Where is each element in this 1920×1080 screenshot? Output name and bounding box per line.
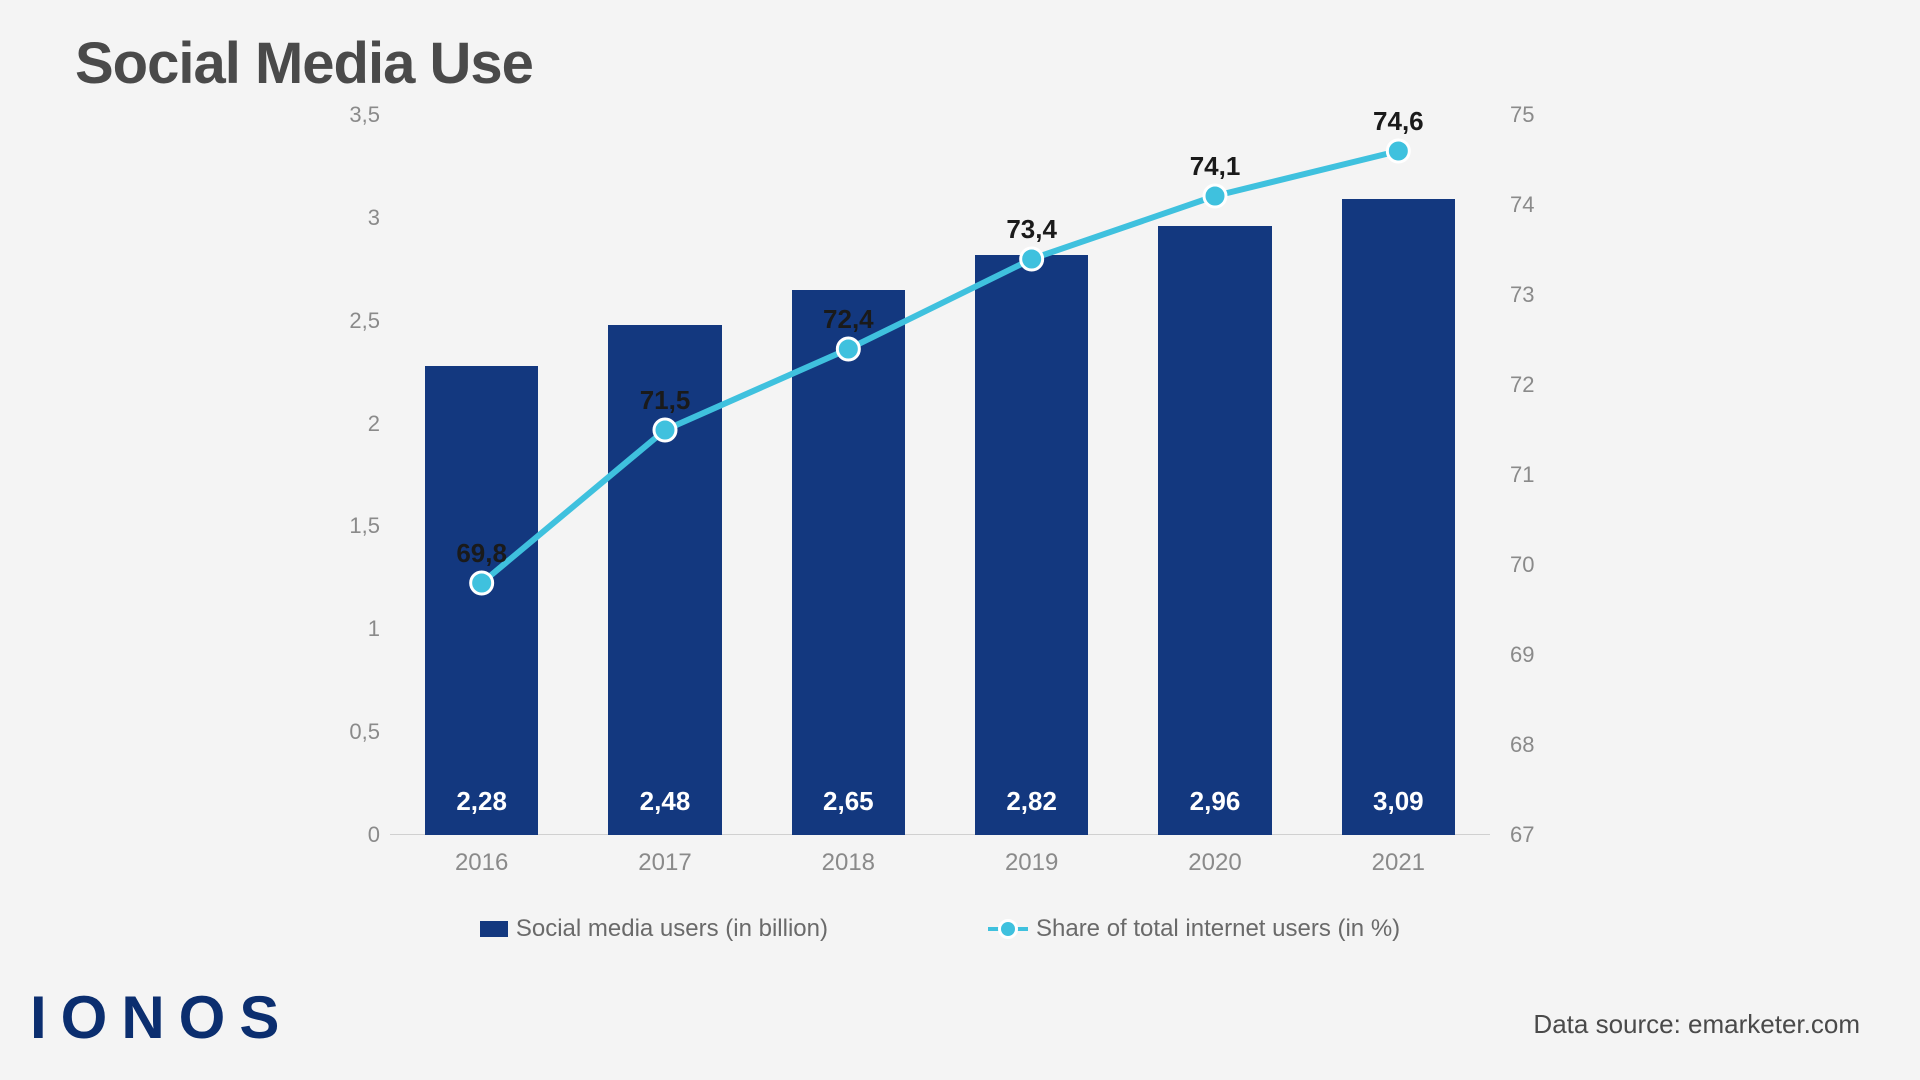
y-left-tick: 2,5 [320, 308, 380, 334]
data-source: Data source: emarketer.com [1533, 1009, 1860, 1040]
y-right-tick: 72 [1510, 372, 1570, 398]
y-left-tick: 3 [320, 205, 380, 231]
legend-swatch-line [988, 921, 1028, 937]
line-value-label: 71,5 [640, 385, 691, 416]
y-left-tick: 1 [320, 616, 380, 642]
legend-swatch-bar [480, 921, 508, 937]
chart: 00,511,522,533,5 676869707172737475 2,28… [300, 115, 1580, 855]
line-value-label: 72,4 [823, 304, 874, 335]
x-category-label: 2020 [1165, 849, 1265, 877]
y-right-tick: 74 [1510, 192, 1570, 218]
line-series [390, 115, 1490, 835]
page: Social Media Use 0 0,5 1 1,5 2 2,5 3 3,5 67 68 69… [0, 0, 1920, 1080]
y-left-tick: 0 [320, 822, 380, 848]
legend-label-bars: Social media users (in billion) [516, 915, 828, 943]
y-right-tick: 70 [1510, 552, 1570, 578]
legend: Social media users (in billion) Share of… [300, 915, 1580, 943]
y-right-tick: 75 [1510, 102, 1570, 128]
chart-title: Social Media Use [75, 30, 533, 97]
legend-item-bars: Social media users (in billion) [480, 915, 828, 943]
legend-label-line: Share of total internet users (in %) [1036, 915, 1400, 943]
y-right-tick: 69 [1510, 642, 1570, 668]
y-left-tick: 2 [320, 411, 380, 437]
y-right-tick: 73 [1510, 282, 1570, 308]
y-left-tick: 1,5 [320, 513, 380, 539]
x-category-label: 2016 [432, 849, 532, 877]
x-category-label: 2021 [1348, 849, 1448, 877]
x-category-label: 2017 [615, 849, 715, 877]
line-value-label: 74,1 [1190, 151, 1241, 182]
legend-item-line: Share of total internet users (in %) [988, 915, 1400, 943]
y-right-tick: 67 [1510, 822, 1570, 848]
x-category-label: 2019 [982, 849, 1082, 877]
y-left-tick: 3,5 [320, 102, 380, 128]
y-right-tick: 68 [1510, 732, 1570, 758]
line-value-label: 69,8 [456, 538, 507, 569]
plot-area: 2,282,482,652,822,963,09 69,871,572,473,… [390, 115, 1490, 835]
x-category-label: 2018 [798, 849, 898, 877]
brand-logo: IONOS [30, 983, 293, 1052]
line-value-label: 73,4 [1006, 214, 1057, 245]
y-right-tick: 71 [1510, 462, 1570, 488]
y-left-tick: 0,5 [320, 719, 380, 745]
line-value-label: 74,6 [1373, 106, 1424, 137]
